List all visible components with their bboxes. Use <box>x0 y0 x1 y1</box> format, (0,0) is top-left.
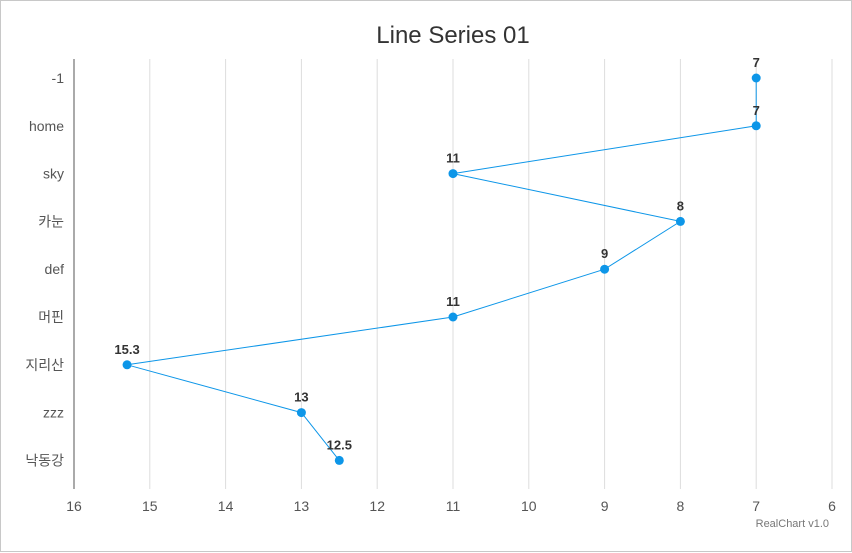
data-point[interactable] <box>448 169 458 179</box>
data-label: 12.5 <box>327 437 352 452</box>
category-label: 머핀 <box>38 309 64 325</box>
series-line <box>126 78 757 461</box>
category-label: 카눈 <box>38 213 64 229</box>
data-point[interactable] <box>600 264 610 274</box>
data-point[interactable] <box>675 216 685 226</box>
category-label: 지리산 <box>25 357 64 373</box>
data-point[interactable] <box>334 455 344 465</box>
value-tick-label: 8 <box>677 498 685 514</box>
data-labels: 7 7 11 8 9 11 15.3 13 12.5 <box>114 55 759 452</box>
value-tick-label: 12 <box>369 498 385 514</box>
series-line-group <box>126 78 757 461</box>
value-tick-label: 15 <box>142 498 158 514</box>
value-tick-label: 14 <box>218 498 234 514</box>
category-label: 낙동강 <box>25 452 64 468</box>
data-label: 13 <box>294 390 308 405</box>
data-label: 11 <box>446 151 460 166</box>
grid-lines <box>149 59 833 489</box>
category-label: sky <box>43 166 64 182</box>
series-points <box>122 73 761 465</box>
value-tick-label: 13 <box>294 498 310 514</box>
value-tick-label: 9 <box>601 498 609 514</box>
data-point[interactable] <box>751 73 761 83</box>
data-label: 7 <box>753 103 760 118</box>
chart-title: Line Series 01 <box>376 22 529 49</box>
data-point[interactable] <box>296 408 306 418</box>
category-label: home <box>29 118 64 134</box>
category-label: -1 <box>52 70 65 86</box>
category-label: zzz <box>43 405 64 421</box>
value-tick-label: 11 <box>446 498 461 514</box>
category-label: def <box>45 261 65 277</box>
value-tick-label: 7 <box>752 498 760 514</box>
data-point[interactable] <box>751 121 761 131</box>
data-label: 8 <box>677 198 684 213</box>
data-label: 15.3 <box>114 342 139 357</box>
data-point[interactable] <box>122 360 132 370</box>
value-tick-label: 16 <box>66 498 82 514</box>
data-point[interactable] <box>448 312 458 322</box>
data-label: 9 <box>601 246 608 261</box>
value-tick-label: 6 <box>828 498 836 514</box>
chart-credit: RealChart v1.0 <box>756 518 829 530</box>
data-label: 11 <box>446 294 460 309</box>
value-tick-label: 10 <box>521 498 537 514</box>
data-label: 7 <box>753 55 760 70</box>
value-axis-ticks: 16 15 14 13 12 11 10 9 8 7 6 <box>66 498 836 514</box>
